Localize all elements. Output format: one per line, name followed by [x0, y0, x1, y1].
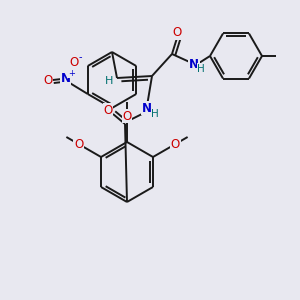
Text: O: O [74, 137, 83, 151]
Text: -: - [79, 52, 83, 62]
Text: H: H [105, 76, 113, 86]
Text: O: O [69, 56, 78, 68]
Text: O: O [103, 103, 112, 116]
Text: H: H [151, 109, 159, 119]
Text: N: N [61, 71, 71, 85]
Text: O: O [122, 110, 132, 122]
Text: +: + [68, 69, 75, 78]
Text: N: N [189, 58, 199, 70]
Text: O: O [172, 26, 182, 40]
Text: O: O [171, 137, 180, 151]
Text: O: O [43, 74, 52, 86]
Text: N: N [142, 101, 152, 115]
Text: H: H [197, 64, 205, 74]
